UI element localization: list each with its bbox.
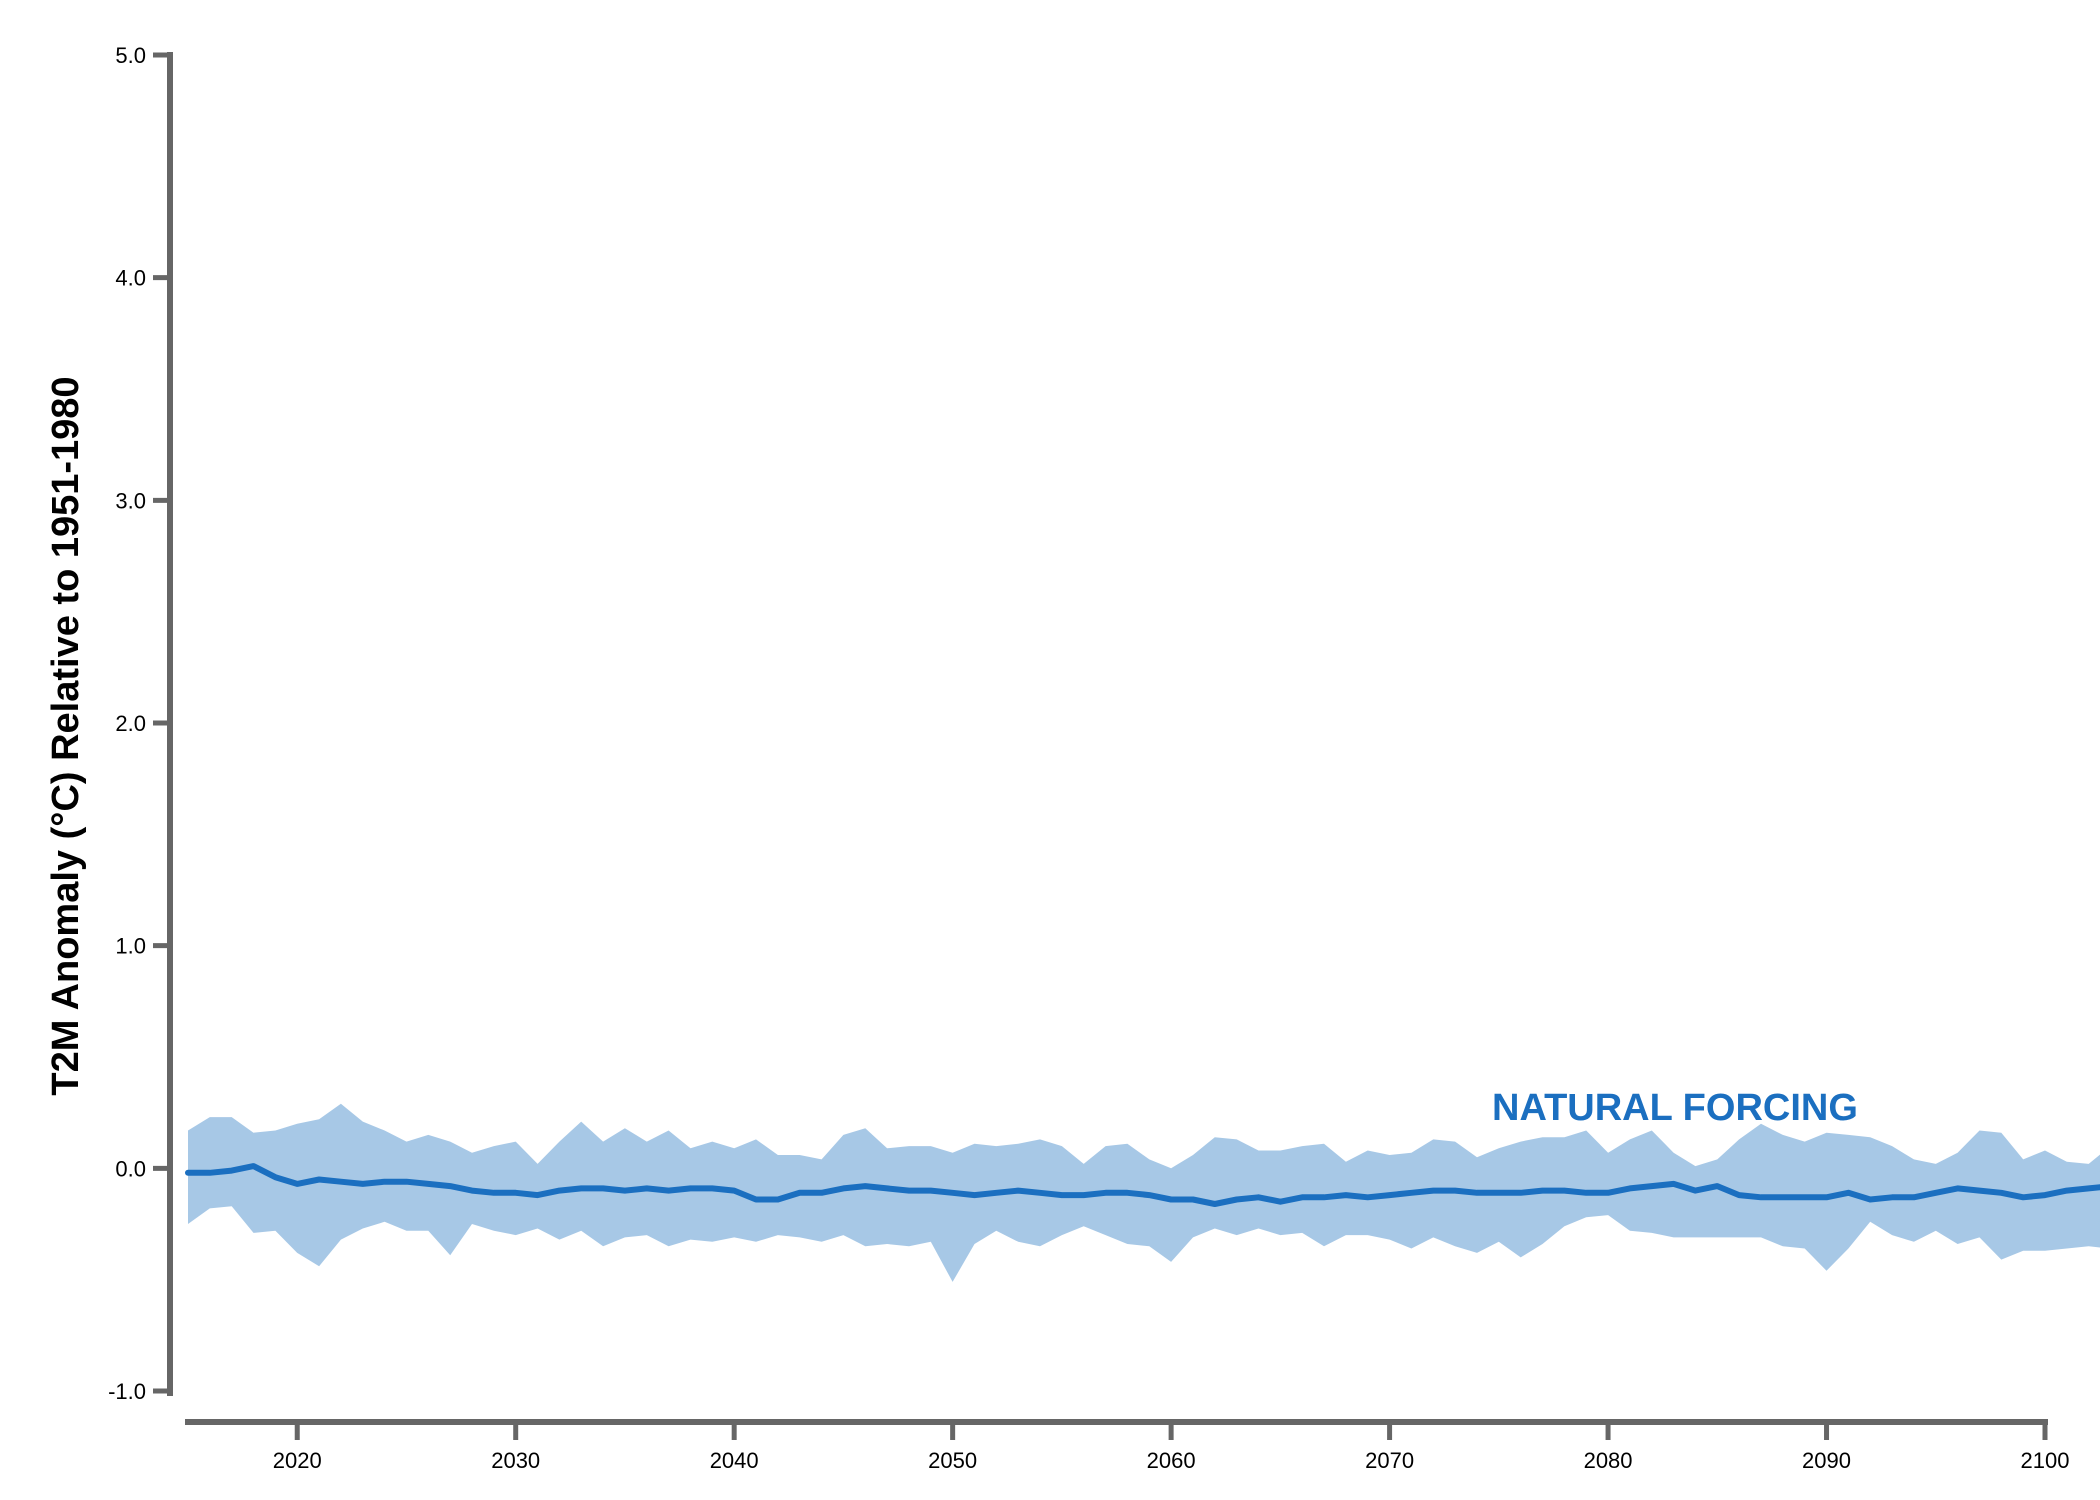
x-tick-label: 2090 [1802,1448,1851,1473]
y-tick-label: 5.0 [115,43,146,68]
y-tick-label: 4.0 [115,266,146,291]
plot-area [185,1103,2100,1282]
x-tick-label: 2080 [1584,1448,1633,1473]
x-tick-label: 2070 [1365,1448,1414,1473]
y-tick-label: 0.0 [115,1156,146,1181]
series-label-natural-forcing: NATURAL FORCING [1492,1087,1858,1129]
y-tick-label: -1.0 [108,1379,146,1404]
x-tick-label: 2020 [273,1448,322,1473]
y-tick-label: 3.0 [115,488,146,513]
x-tick-label: 2040 [710,1448,759,1473]
series-line-natural-forcing [185,1163,2100,1207]
y-tick-label: 2.0 [115,711,146,736]
x-tick-label: 2030 [491,1448,540,1473]
y-tick-label: 1.0 [115,934,146,959]
y-axis-label: T2M Anomaly (°C) Relative to 1951-1980 [45,376,87,1095]
x-tick-label: 2050 [928,1448,977,1473]
x-tick-label: 2060 [1147,1448,1196,1473]
x-tick-label: 2100 [2021,1448,2070,1473]
axes: -1.0 0.0 1.0 2.0 3.0 4.0 5.0 2020 2030 2040 2050 20… [108,43,2069,1473]
